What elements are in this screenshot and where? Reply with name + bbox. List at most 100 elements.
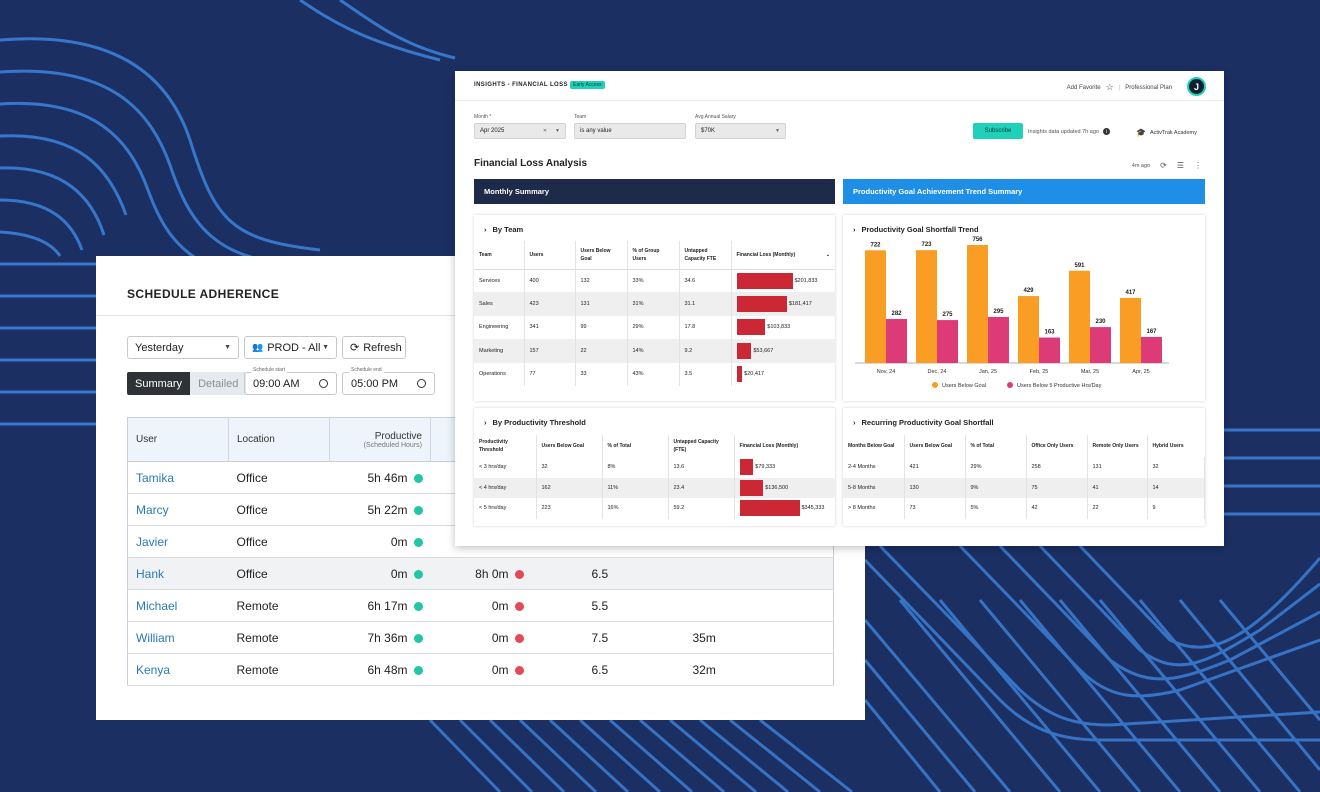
avatar[interactable]: J	[1187, 77, 1206, 96]
col-below-goal[interactable]: Users Below Goal	[536, 435, 603, 457]
add-favorite-label[interactable]: Add Favorite	[1066, 84, 1101, 91]
detailed-tab[interactable]: Detailed	[190, 372, 247, 395]
info-icon[interactable]: i	[1102, 128, 1110, 135]
user-link[interactable]: Hank	[127, 557, 229, 590]
col-untapped[interactable]: Untapped Capacity (FTE)	[668, 435, 735, 457]
chart-title[interactable]: › Productivity Goal Shortfall Trend	[853, 225, 979, 234]
col6-cell: 32m	[632, 653, 734, 686]
fte-cell: 13.6	[668, 457, 735, 478]
pct-cell: 31%	[627, 292, 680, 316]
bar-users-below-goal[interactable]	[1069, 270, 1090, 363]
bar-users-below-goal[interactable]	[916, 250, 937, 363]
col-team[interactable]: Team	[474, 241, 525, 269]
clear-icon[interactable]: ✕	[542, 128, 548, 134]
col5-cell: 6.5	[531, 557, 633, 590]
academy-link[interactable]: 🎓 ActivTrak Academy	[1136, 128, 1197, 137]
view-toggle: Summary Detailed	[127, 372, 247, 395]
productive-value: 0m	[390, 566, 408, 581]
legend-label[interactable]: Users Below 5 Productive Hrs/Day	[1017, 383, 1102, 389]
user-link[interactable]: Javier	[127, 525, 229, 558]
table-row: Michael Remote 6h 17m 0m 5.5	[127, 589, 834, 622]
col-threshold[interactable]: Productivity Threshold	[474, 435, 537, 457]
plan-label[interactable]: Professional Plan	[1125, 84, 1172, 91]
refresh-button[interactable]: ⟳ Refresh	[342, 336, 406, 359]
bar-value-label: 282	[891, 311, 902, 317]
col-financial-loss[interactable]: Financial Loss (Monthly) ⌄	[731, 241, 835, 269]
team-select[interactable]: is any value	[574, 123, 686, 139]
month-select[interactable]: Apr 2025 ✕ ▼	[474, 123, 566, 139]
refresh-label: Refresh	[363, 341, 402, 354]
col-financial-loss[interactable]: Financial Loss (Monthly)	[739, 443, 799, 449]
by-team-title[interactable]: › By Team	[484, 225, 523, 234]
updated-status: Insights data updated 7h ago i	[1028, 128, 1110, 135]
col-productive[interactable]: Productive (Scheduled Hours)	[329, 417, 431, 462]
col5-cell: 5.5	[531, 589, 633, 622]
user-link[interactable]: Kenya	[127, 653, 229, 686]
loss-bar	[736, 366, 743, 383]
date-dropdown[interactable]: Yesterday ▼	[127, 336, 239, 359]
user-link[interactable]: Marcy	[127, 493, 229, 526]
col-below-goal[interactable]: Users Below Goal	[575, 241, 628, 269]
bar-value-label: 275	[942, 312, 953, 318]
col-remote[interactable]: Remote Only Users	[1087, 435, 1148, 457]
loss-cell: $53,667	[731, 339, 835, 363]
col-hybrid[interactable]: Hybrid Users	[1152, 443, 1184, 449]
col-pct-group[interactable]: % of Group Users	[627, 241, 680, 269]
user-link[interactable]: Tamika	[127, 461, 229, 494]
bar-users-below-5hrs[interactable]	[988, 316, 1009, 363]
loss-label: $79,333	[755, 464, 776, 471]
col-user[interactable]: User	[127, 417, 229, 462]
below-cell: 130	[904, 477, 966, 498]
bar-users-below-5hrs[interactable]	[937, 320, 958, 363]
bar-users-below-goal[interactable]	[1018, 296, 1039, 363]
fte-cell: 17.8	[679, 315, 732, 340]
col-pct-total[interactable]: % of Total	[602, 435, 669, 457]
salary-select[interactable]: $70K ▼	[695, 123, 786, 139]
academy-label: ActivTrak Academy	[1149, 129, 1197, 136]
group-dropdown[interactable]: 👥 PROD - All ▼	[244, 336, 337, 359]
bar-users-below-5hrs[interactable]	[1141, 336, 1162, 363]
col-months[interactable]: Months Below Goal	[843, 435, 905, 457]
legend-label[interactable]: Users Below Goal	[942, 383, 986, 389]
by-threshold-title[interactable]: › By Productivity Threshold	[484, 418, 586, 427]
pct-cell: 43%	[627, 362, 680, 386]
filter-icon[interactable]: ☰	[1176, 161, 1184, 170]
bar-users-below-5hrs[interactable]	[886, 318, 907, 363]
bar-users-below-goal[interactable]	[865, 250, 886, 363]
schedule-start-field[interactable]: Schedule start 09:00 AM	[244, 367, 337, 395]
more-options-icon[interactable]: ⋮	[1194, 161, 1202, 170]
col-below-goal[interactable]: Users Below Goal	[904, 435, 966, 457]
refresh-icon[interactable]: ⟳	[1160, 161, 1167, 170]
table-row: Marketing 157 22 14% 9.2 $53,667	[474, 339, 835, 363]
col-users[interactable]: Users	[524, 241, 576, 269]
fte-cell: 34.6	[679, 269, 732, 293]
star-icon[interactable]: ☆	[1105, 82, 1114, 92]
col-office[interactable]: Office Only Users	[1026, 435, 1088, 457]
col-untapped[interactable]: Untapped Capacity FTE	[679, 241, 732, 269]
user-link[interactable]: William	[127, 621, 229, 654]
bar-users-below-goal[interactable]	[967, 245, 988, 363]
schedule-end-field[interactable]: Schedule end 05:00 PM	[342, 367, 435, 395]
bar-users-below-5hrs[interactable]	[1090, 327, 1111, 363]
by-threshold-table: Productivity Threshold Users Below Goal …	[474, 435, 835, 519]
team-label: Team	[574, 114, 587, 120]
below-cell: 32	[536, 457, 603, 478]
loss-label: $53,667	[753, 347, 774, 354]
summary-tab[interactable]: Summary	[127, 372, 191, 395]
table-row: Kenya Remote 6h 48m 0m 6.5 32m	[127, 653, 834, 686]
team-cell: Sales	[474, 292, 525, 316]
recurring-table: Months Below Goal Users Below Goal % of …	[843, 435, 1205, 519]
loss-cell: $20,417	[731, 363, 835, 386]
bar-users-below-goal[interactable]	[1120, 297, 1141, 363]
recurring-title[interactable]: › Recurring Productivity Goal Shortfall	[853, 418, 994, 427]
user-link[interactable]: Michael	[127, 589, 229, 622]
caret-down-icon: ▼	[555, 128, 560, 134]
col-pct-total[interactable]: % of Total	[965, 435, 1027, 457]
below-cell: 22	[575, 339, 628, 363]
bar-users-below-5hrs[interactable]	[1039, 337, 1060, 363]
col-location[interactable]: Location	[228, 417, 330, 462]
fte-cell: 3.5	[679, 362, 732, 386]
subscribe-button[interactable]: Subscribe	[973, 123, 1023, 139]
x-tick-label: Jan, 25	[979, 369, 997, 375]
col-productive-label: Productive	[374, 430, 422, 442]
